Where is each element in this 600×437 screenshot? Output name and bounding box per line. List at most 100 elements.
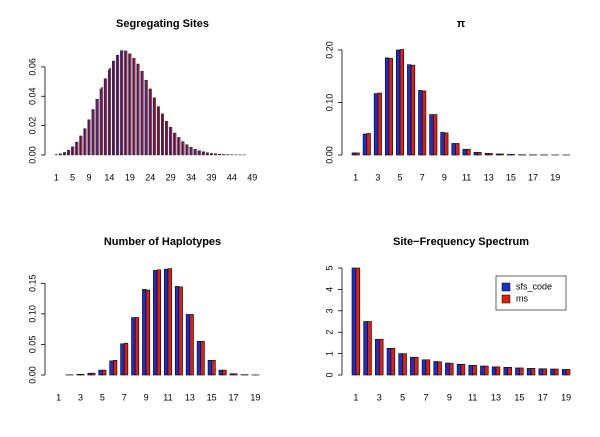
x-tick-label: 14 (104, 172, 114, 182)
bar (91, 109, 94, 156)
y-tick-label: 1 (324, 351, 334, 356)
bar (165, 121, 167, 156)
x-tick-label: 24 (145, 172, 155, 182)
bar (174, 132, 177, 156)
x-tick-label: 1 (353, 392, 358, 402)
bar (355, 152, 360, 156)
y-tick-label: 0.00 (27, 146, 37, 164)
x-tick-label: 39 (206, 172, 216, 182)
bar (510, 154, 515, 156)
bar (125, 50, 128, 156)
bar (63, 152, 65, 156)
bar (79, 135, 82, 156)
bar (219, 153, 222, 156)
bar (83, 128, 86, 156)
x-tick-label: 3 (377, 392, 382, 402)
bar (140, 71, 143, 156)
bar (223, 154, 226, 156)
x-tick-label: 29 (166, 172, 176, 182)
bar (429, 114, 434, 156)
bar (80, 135, 83, 156)
bar (97, 99, 99, 156)
bar (390, 347, 396, 376)
y-tick-label: 0.10 (27, 305, 37, 323)
x-tick-label: 17 (528, 172, 538, 182)
x-tick-label: 15 (207, 392, 217, 402)
bar (367, 321, 372, 376)
bar (363, 321, 368, 376)
bar (373, 93, 379, 156)
y-tick-label: 0.05 (27, 336, 37, 354)
bar (95, 99, 98, 156)
bar (488, 153, 493, 156)
bar (169, 126, 171, 156)
x-tick-label: 15 (506, 172, 516, 182)
bar (484, 365, 489, 376)
bar (150, 88, 152, 156)
bar (160, 113, 163, 156)
bar (199, 150, 201, 156)
bar (440, 132, 445, 156)
bar (178, 286, 183, 376)
bar (121, 50, 124, 156)
x-tick-label: 9 (87, 172, 92, 182)
bar (189, 314, 194, 376)
bar (146, 79, 148, 156)
y-tick-label: 0.10 (324, 94, 334, 112)
x-tick-label: 3 (78, 392, 83, 402)
bar (355, 267, 361, 376)
x-tick-label: 1 (54, 172, 59, 182)
bar (499, 153, 504, 156)
x-tick-label: 3 (375, 172, 380, 182)
bar (167, 268, 172, 376)
bar (141, 71, 144, 156)
bar (91, 372, 96, 376)
bar (437, 361, 442, 376)
bar (132, 57, 135, 156)
bar (67, 150, 69, 156)
bar (190, 147, 193, 156)
x-tick-label: 9 (442, 172, 447, 182)
bar (407, 64, 412, 156)
y-tick-label: 0.06 (27, 58, 37, 76)
bar (460, 363, 466, 376)
bar (113, 60, 116, 156)
x-tick-label: 19 (250, 392, 260, 402)
bar (554, 368, 559, 376)
bar (75, 141, 77, 156)
bar (166, 121, 169, 156)
bar (98, 369, 103, 376)
bar (156, 269, 161, 376)
bar (388, 58, 393, 156)
bar (222, 154, 224, 156)
bar (378, 338, 384, 376)
bar (410, 64, 416, 156)
x-tick-label: 34 (186, 172, 196, 182)
bar (550, 368, 555, 376)
bar (129, 53, 132, 156)
bar (178, 137, 181, 156)
bar (92, 109, 95, 156)
bar (196, 341, 202, 376)
x-tick-label: 5 (400, 392, 405, 402)
y-tick-label: 0.02 (27, 117, 37, 135)
bar (99, 88, 102, 156)
x-tick-label: 11 (468, 392, 477, 402)
bar (105, 78, 107, 156)
bar (64, 152, 67, 156)
bar (468, 365, 473, 376)
bar (215, 153, 218, 156)
y-tick-label: 4 (324, 287, 334, 292)
x-tick-label: 11 (462, 172, 471, 182)
bar (76, 141, 79, 156)
y-tick-label: 0.00 (324, 146, 334, 164)
bar (229, 373, 234, 376)
bar (72, 146, 75, 156)
bar (189, 146, 192, 156)
bar (107, 69, 110, 156)
x-tick-label: 15 (514, 392, 524, 402)
bar (181, 141, 184, 156)
bar (218, 369, 223, 376)
bar (351, 152, 356, 156)
